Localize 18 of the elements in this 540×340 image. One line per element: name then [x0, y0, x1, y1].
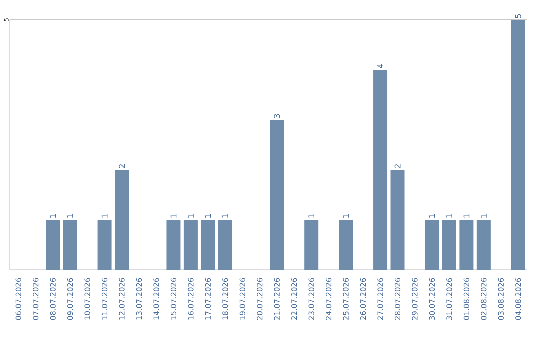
bar: [442, 220, 456, 270]
bar: [46, 220, 60, 270]
bar: [460, 220, 474, 270]
bar: [270, 120, 284, 270]
bar: [425, 220, 440, 270]
bar: [390, 170, 405, 270]
bar: [115, 170, 130, 270]
bar: [201, 220, 216, 270]
bar: [511, 20, 526, 270]
bar: [476, 220, 491, 270]
bar: [166, 220, 181, 270]
bar: [63, 220, 78, 270]
bar: [374, 70, 388, 270]
bar: [304, 220, 319, 270]
bar: [98, 220, 112, 270]
bar: [184, 220, 198, 270]
bar: [339, 220, 354, 270]
bar: [218, 220, 232, 270]
